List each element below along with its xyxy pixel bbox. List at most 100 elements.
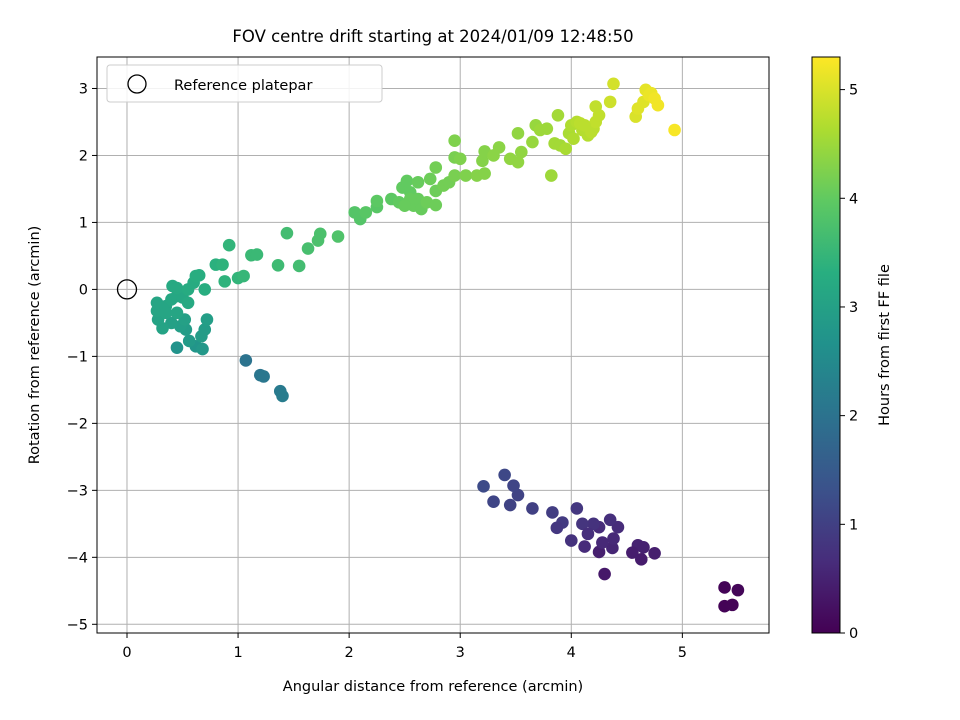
data-point	[731, 583, 745, 597]
data-point	[159, 306, 173, 320]
data-point	[359, 206, 373, 219]
data-point	[196, 342, 209, 356]
data-point	[313, 227, 327, 241]
data-point	[606, 541, 619, 555]
data-point	[718, 581, 731, 594]
data-point	[607, 532, 620, 545]
y-tick-label: 0	[79, 282, 88, 298]
data-point	[587, 517, 600, 531]
data-point	[668, 123, 681, 137]
y-tick-label: 2	[79, 148, 88, 164]
x-axis-ticks: 0 1 2 3 4 5	[122, 633, 687, 661]
data-point	[596, 536, 609, 549]
data-point	[607, 77, 620, 91]
data-point	[448, 134, 461, 148]
data-point	[198, 323, 212, 336]
data-point	[181, 296, 195, 310]
data-point	[301, 242, 315, 255]
plot-frame	[96, 56, 770, 634]
data-point	[429, 161, 443, 174]
data-point	[578, 119, 591, 132]
data-point	[239, 354, 253, 367]
data-point	[411, 175, 425, 189]
data-point	[526, 135, 539, 149]
data-point	[170, 281, 184, 295]
x-axis-label: Angular distance from reference (arcmin)	[283, 679, 583, 695]
y-axis-label: Rotation from reference (arcmin)	[27, 226, 43, 465]
data-point	[507, 479, 520, 492]
data-point	[603, 95, 617, 109]
data-point	[459, 169, 473, 182]
data-point	[198, 283, 212, 296]
data-point	[551, 108, 565, 122]
data-point	[592, 108, 606, 122]
data-point	[492, 141, 506, 154]
data-point	[567, 132, 580, 146]
colorbar-tick-label: 2	[849, 409, 858, 425]
data-point	[540, 122, 554, 135]
data-point	[222, 238, 236, 252]
y-tick-label: −1	[67, 349, 88, 365]
data-point	[559, 142, 573, 156]
colorbar-tick-label: 3	[849, 300, 858, 316]
data-point	[448, 169, 461, 182]
data-point	[170, 341, 184, 354]
legend-marker-open-circle	[127, 74, 147, 94]
data-point	[182, 334, 196, 348]
data-point	[726, 598, 739, 612]
data-point	[544, 169, 558, 182]
data-point	[477, 480, 490, 493]
data-point	[526, 502, 539, 515]
data-point	[570, 502, 584, 515]
data-point	[634, 553, 648, 566]
reference-point	[116, 279, 138, 300]
data-point	[603, 513, 617, 527]
colorbar-tick-label: 4	[849, 191, 858, 207]
y-axis-ticks: −5 −4 −3 −2 −1 0 1 2 3	[67, 81, 97, 633]
colorbar-label: Hours from first FF file	[877, 264, 893, 426]
data-point	[257, 370, 270, 383]
data-point	[423, 172, 437, 186]
data-point	[400, 174, 414, 188]
data-point	[564, 534, 578, 547]
x-tick-label: 1	[233, 645, 242, 661]
x-tick-label: 2	[345, 645, 354, 661]
data-point	[626, 546, 639, 559]
data-point	[478, 167, 491, 180]
y-tick-label: 3	[79, 81, 88, 97]
data-point	[271, 258, 285, 272]
data-point	[515, 145, 528, 159]
data-point	[280, 226, 294, 240]
data-point	[237, 269, 250, 283]
data-point	[511, 488, 525, 502]
data-point	[598, 567, 611, 581]
x-tick-label: 4	[567, 645, 576, 661]
data-point	[331, 230, 345, 243]
data-point	[498, 468, 511, 482]
legend-label: Reference platepar	[174, 78, 312, 94]
x-tick-label: 5	[678, 645, 687, 661]
data-point	[200, 313, 214, 326]
data-point	[453, 152, 467, 166]
y-tick-label: −3	[67, 483, 88, 499]
data-point	[511, 155, 525, 169]
colorbar-gradient	[811, 56, 841, 634]
scatter-points	[150, 77, 745, 613]
data-point	[192, 269, 206, 282]
data-point	[648, 546, 661, 560]
data-point	[370, 194, 384, 208]
data-point	[651, 98, 665, 112]
data-point	[170, 306, 184, 320]
colorbar-ticks: 0 1 2 3 4 5	[840, 83, 858, 642]
data-point	[398, 199, 411, 212]
x-tick-label: 3	[456, 645, 465, 661]
data-point	[276, 389, 289, 403]
colorbar: 0 1 2 3 4 5 Hours from first FF file	[811, 56, 893, 642]
data-point	[429, 198, 443, 212]
data-point	[581, 527, 595, 541]
data-point	[576, 517, 589, 531]
data-point	[487, 495, 500, 509]
legend: Reference platepar	[106, 64, 383, 103]
y-tick-label: −5	[67, 617, 88, 633]
data-point	[546, 506, 559, 519]
